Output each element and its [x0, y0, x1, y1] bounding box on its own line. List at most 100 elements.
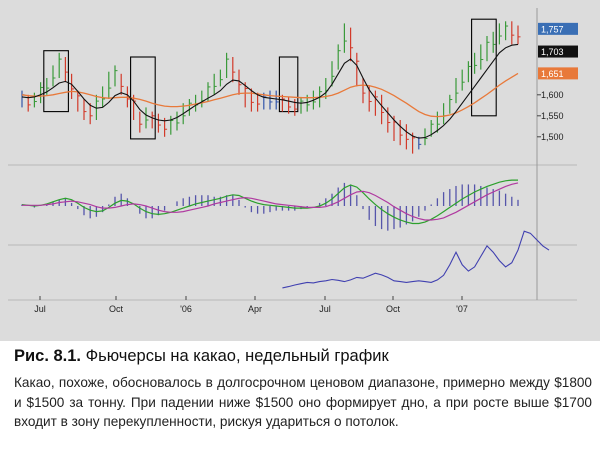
price-bar: [145, 107, 149, 129]
macd-signal-line: [22, 182, 519, 221]
price-bar: [418, 136, 422, 150]
price-bar: [436, 111, 440, 133]
figure-caption: Рис. 8.1. Фьючерсы на какао, недельный г…: [14, 341, 594, 432]
price-bar: [505, 21, 509, 41]
price-tag-bg: [538, 45, 578, 58]
fast-moving-average: [21, 43, 519, 139]
price-bar: [226, 52, 230, 78]
price-bar: [350, 27, 354, 62]
price-bar: [250, 88, 254, 112]
x-tick-label: Apr: [248, 304, 262, 314]
price-bar: [157, 113, 161, 133]
price-bar: [77, 90, 81, 112]
price-bar: [83, 99, 87, 120]
price-tag: 1,651: [538, 67, 578, 80]
caption-text: Какао, похоже, обосновалось в долгосрочн…: [14, 375, 592, 429]
price-bar: [151, 111, 155, 129]
price-bar: [461, 69, 465, 91]
price-bar: [399, 120, 403, 146]
price-bar: [257, 92, 261, 112]
price-bar: [405, 124, 409, 150]
y-tick-label: 1,550: [541, 111, 564, 121]
price-bar: [213, 73, 217, 95]
price-bar: [300, 96, 304, 114]
x-tick-label: Oct: [109, 304, 124, 314]
highlight-boxes: [43, 18, 497, 140]
price-bar: [120, 73, 124, 95]
price-bar: [498, 23, 502, 45]
macd-panel: [21, 179, 519, 231]
price-bar: [356, 52, 360, 87]
chart-axes: Jul Oct '06 Apr Jul Oct '07 1,600 1,550 1,500: [34, 90, 563, 314]
price-bar: [219, 69, 223, 87]
price-bar: [492, 31, 496, 53]
price-tag-bg: [538, 22, 578, 35]
price-bar: [70, 73, 75, 99]
y-tick-label: 1,600: [541, 90, 564, 100]
price-bar: [21, 90, 25, 108]
price-tag-bg: [538, 67, 578, 80]
price-bar: [33, 92, 37, 108]
price-bar: [89, 103, 93, 125]
price-bar: [39, 82, 44, 104]
price-bar: [64, 57, 68, 83]
price-bar: [95, 94, 99, 120]
price-bar: [374, 90, 378, 116]
price-bar: [449, 94, 453, 114]
x-tick-label: '07: [456, 304, 468, 314]
highlight-box: [43, 50, 69, 113]
price-bar: [474, 52, 478, 74]
chart-panel: Jul Oct '06 Apr Jul Oct '07 1,600 1,550 1,500 1,7…: [0, 0, 600, 341]
price-bar: [455, 78, 459, 104]
price-bar: [443, 103, 447, 125]
price-bar: [480, 44, 484, 70]
indicator-panel: [282, 230, 550, 289]
chart-grid: [8, 8, 577, 301]
price-bars: [21, 21, 521, 154]
price-tag-value: 1,703: [541, 47, 564, 57]
price-bar: [170, 115, 174, 135]
price-bar: [430, 120, 434, 137]
price-bar: [52, 65, 56, 87]
price-bar: [467, 61, 471, 83]
price-bar: [337, 44, 341, 70]
price-bar: [362, 78, 366, 104]
price-bar: [114, 65, 118, 87]
price-bar: [288, 96, 292, 114]
slow-moving-average: [21, 72, 519, 118]
price-bar: [188, 99, 192, 116]
price-bar: [294, 99, 298, 116]
price-bar: [517, 25, 521, 45]
figure-title: Фьючерсы на какао, недельный график: [85, 347, 389, 365]
highlight-box: [471, 18, 497, 117]
moving-averages: [21, 43, 519, 139]
price-bar: [381, 94, 385, 125]
macd-line: [21, 179, 518, 225]
price-bar: [393, 115, 397, 141]
price-bar: [108, 71, 112, 99]
price-bar: [201, 90, 205, 108]
price-bar: [244, 82, 248, 108]
price-bar: [424, 128, 428, 146]
price-bar: [232, 57, 236, 83]
price-tag-value: 1,757: [541, 24, 564, 34]
price-tag: 1,757: [538, 22, 578, 35]
price-bar: [343, 23, 347, 53]
price-bar: [281, 94, 285, 112]
price-bar: [176, 111, 180, 131]
price-bar: [486, 36, 490, 62]
price-bar: [238, 69, 242, 95]
price-bar: [139, 111, 143, 133]
price-bar: [275, 90, 279, 110]
x-tick-label: '06: [180, 304, 192, 314]
x-tick-label: Jul: [319, 304, 331, 314]
price-bar: [331, 61, 335, 87]
price-bar: [511, 21, 515, 45]
chart-canvas: Jul Oct '06 Apr Jul Oct '07 1,600 1,550 1,500 1,7…: [8, 8, 578, 314]
caption-title: Рис. 8.1. Фьючерсы на какао, недельный г…: [14, 341, 594, 367]
x-tick-label: Jul: [34, 304, 46, 314]
figure-label: Рис. 8.1.: [14, 347, 82, 365]
price-tag-value: 1,651: [541, 69, 564, 79]
price-tags: 1,757 1,703 1,651: [538, 22, 578, 80]
price-bar: [387, 107, 391, 133]
